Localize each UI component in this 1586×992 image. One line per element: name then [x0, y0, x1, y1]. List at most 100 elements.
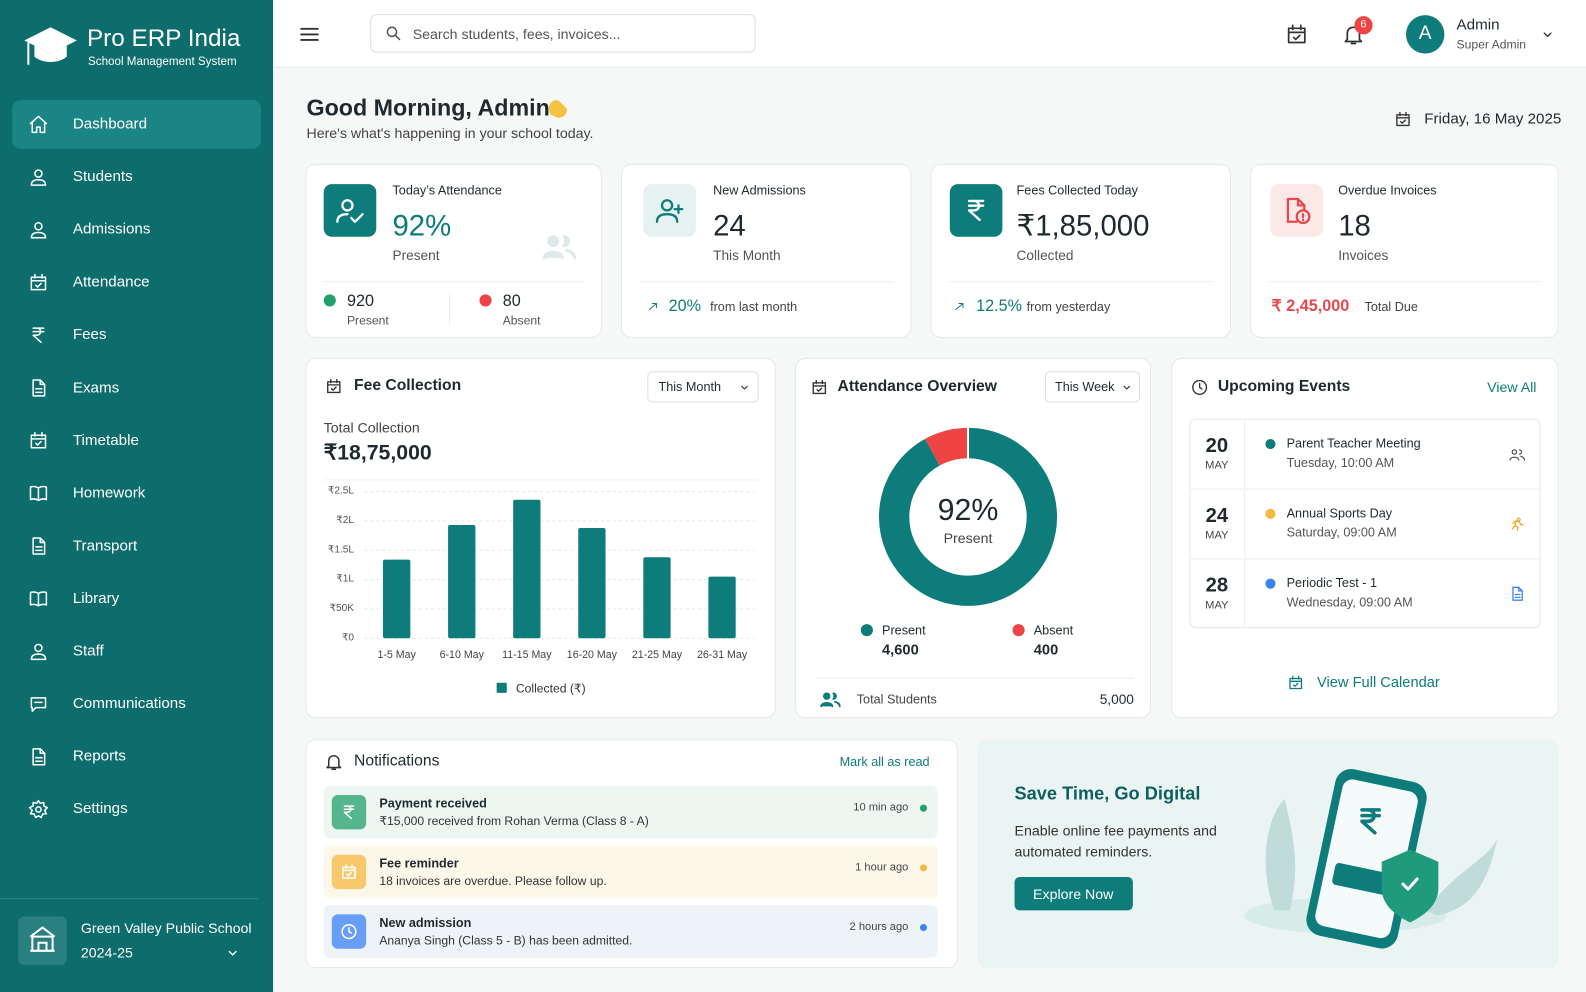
dropdown-label[interactable]: This Month	[658, 379, 722, 394]
center-label: Present	[943, 529, 993, 546]
absent-count: 80	[502, 292, 521, 310]
total-due: ₹ 2,45,000	[1271, 297, 1350, 315]
event-day: 20	[1205, 434, 1229, 458]
donut-segment	[925, 427, 969, 466]
menu-label[interactable]: Homework	[72, 484, 146, 502]
button-label[interactable]: Explore Now	[1033, 885, 1114, 902]
stat-label: New Admissions	[713, 183, 806, 198]
divider	[1189, 488, 1541, 490]
stat-label: Today’s Attendance	[392, 183, 502, 198]
icon	[32, 327, 45, 344]
stat-label: Fees Collected Today	[1016, 183, 1138, 198]
icon	[1192, 379, 1208, 395]
dropdown[interactable]	[647, 371, 759, 403]
icon	[955, 302, 964, 311]
center-value: 92%	[937, 493, 999, 527]
event-day: 28	[1205, 574, 1229, 597]
stat-sub: This Month	[713, 247, 781, 263]
menu-label[interactable]: Communications	[72, 694, 186, 713]
icon	[343, 805, 355, 820]
icon	[1512, 586, 1523, 601]
icon	[967, 199, 985, 222]
avatar	[1405, 15, 1445, 54]
link[interactable]: Mark all as read	[839, 755, 930, 770]
school-name: Green Valley Public School	[80, 920, 252, 937]
divider	[0, 898, 258, 900]
menu-label[interactable]: Reports	[72, 747, 126, 765]
divider	[1244, 489, 1246, 558]
value-label: 400	[1033, 642, 1059, 659]
avatar-letter: A	[1418, 22, 1432, 45]
menu-label[interactable]: Students	[72, 168, 133, 186]
notification-text: 18 invoices are overdue. Please follow u…	[379, 873, 607, 888]
icon	[820, 692, 841, 708]
icon	[1396, 111, 1410, 127]
dropdown[interactable]	[1044, 371, 1140, 403]
link[interactable]: View Full Calendar	[1316, 674, 1440, 692]
change-note: from yesterday	[1026, 299, 1111, 315]
stat-value: 92%	[392, 209, 452, 243]
x-tick-label: 6-10 May	[439, 649, 484, 662]
notification-time: 1 hour ago	[855, 861, 909, 874]
divider	[815, 677, 1134, 679]
icon	[29, 926, 56, 952]
icon	[29, 591, 48, 607]
icon	[1543, 32, 1552, 38]
menu-label[interactable]: Admissions	[72, 220, 151, 238]
menu-label[interactable]: Dashboard	[72, 115, 148, 133]
menu-label[interactable]: Staff	[72, 642, 104, 660]
y-tick-label: ₹2L	[336, 514, 355, 526]
user-name: Admin	[1456, 16, 1500, 34]
icon	[812, 379, 827, 395]
panel-title: Attendance Overview	[837, 378, 997, 396]
menu-label[interactable]: Library	[72, 589, 120, 607]
divider	[639, 281, 894, 283]
notification-icon	[331, 854, 367, 890]
icon	[29, 485, 48, 502]
menu-label[interactable]: Fees	[72, 326, 107, 344]
greeting-title: Good Morning, Admin	[306, 94, 550, 121]
status-dot	[919, 864, 928, 872]
panel-title: Fee Collection	[354, 376, 462, 395]
promo-title: Save Time, Go Digital	[1014, 783, 1201, 804]
notification	[323, 785, 938, 839]
y-tick-label: ₹50K	[329, 602, 355, 614]
divider	[323, 479, 759, 481]
brand: Pro ERP India	[86, 24, 241, 53]
total-label: Total Collection	[323, 419, 420, 436]
search-box[interactable]	[370, 14, 756, 53]
icon	[386, 26, 401, 41]
icon	[28, 799, 49, 819]
notification	[323, 905, 938, 958]
menu-label[interactable]: Timetable	[72, 431, 139, 449]
divider	[449, 293, 451, 324]
icon	[30, 643, 47, 661]
icon	[30, 169, 47, 186]
user-role: Super Admin	[1456, 37, 1527, 52]
menu-label[interactable]: Attendance	[72, 273, 150, 291]
change-note: from last month	[710, 299, 798, 315]
tagline: School Management System	[88, 55, 237, 68]
y-tick-label: ₹1.5L	[327, 544, 355, 556]
absent-label: Absent	[502, 313, 541, 328]
event-time: Wednesday, 09:00 AM	[1286, 595, 1413, 610]
menu-label[interactable]: Exams	[72, 378, 120, 397]
bar	[383, 559, 411, 639]
icon	[327, 378, 341, 394]
menu-label[interactable]: Transport	[72, 536, 138, 555]
icon	[648, 302, 657, 311]
notification-time: 2 hours ago	[849, 920, 909, 934]
menu-label[interactable]: Settings	[72, 800, 128, 818]
link[interactable]: View All	[1487, 378, 1537, 396]
icon	[655, 199, 684, 223]
search-placeholder[interactable]: Search students, fees, invoices...	[412, 25, 621, 43]
icon	[342, 864, 356, 879]
stat-sub: Collected	[1016, 247, 1074, 263]
notification	[323, 845, 938, 899]
attendance-panel	[795, 358, 1152, 719]
dropdown-label[interactable]: This Week	[1054, 379, 1115, 394]
greeting-subtitle: Here's what's happening in your school t…	[306, 125, 594, 142]
button[interactable]	[1014, 876, 1133, 911]
x-tick-label: 16-20 May	[566, 649, 617, 662]
icon	[30, 697, 47, 712]
